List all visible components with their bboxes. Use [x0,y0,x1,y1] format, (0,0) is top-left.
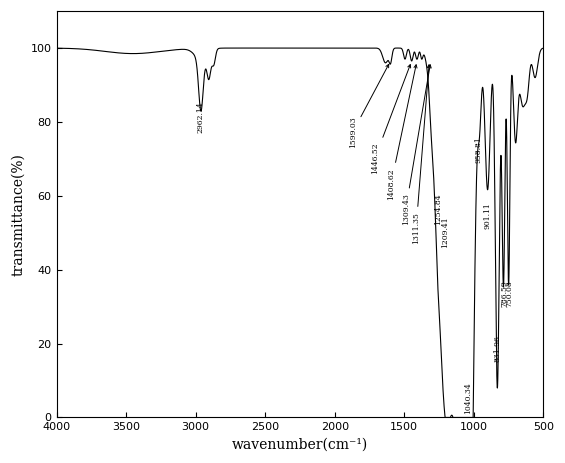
Text: 2962.14: 2962.14 [197,101,205,133]
Text: 1209.41: 1209.41 [441,216,449,248]
Text: 1599.03: 1599.03 [349,64,389,148]
X-axis label: wavenumber(cm⁻¹): wavenumber(cm⁻¹) [232,438,368,452]
Text: 750.08: 750.08 [505,280,513,307]
Text: 1408.62: 1408.62 [387,65,417,200]
Text: 786.59: 786.59 [500,280,508,307]
Text: 958.81: 958.81 [474,136,482,163]
Y-axis label: transmittance(%): transmittance(%) [11,153,25,276]
Text: 831.96: 831.96 [493,335,501,362]
Text: 1311.35: 1311.35 [412,65,431,244]
Text: 1309.43: 1309.43 [402,65,431,225]
Text: 901.11: 901.11 [484,202,492,229]
Text: 1040.34: 1040.34 [464,382,472,414]
Text: 1254.84: 1254.84 [434,194,442,225]
Text: 1446.52: 1446.52 [371,65,411,174]
